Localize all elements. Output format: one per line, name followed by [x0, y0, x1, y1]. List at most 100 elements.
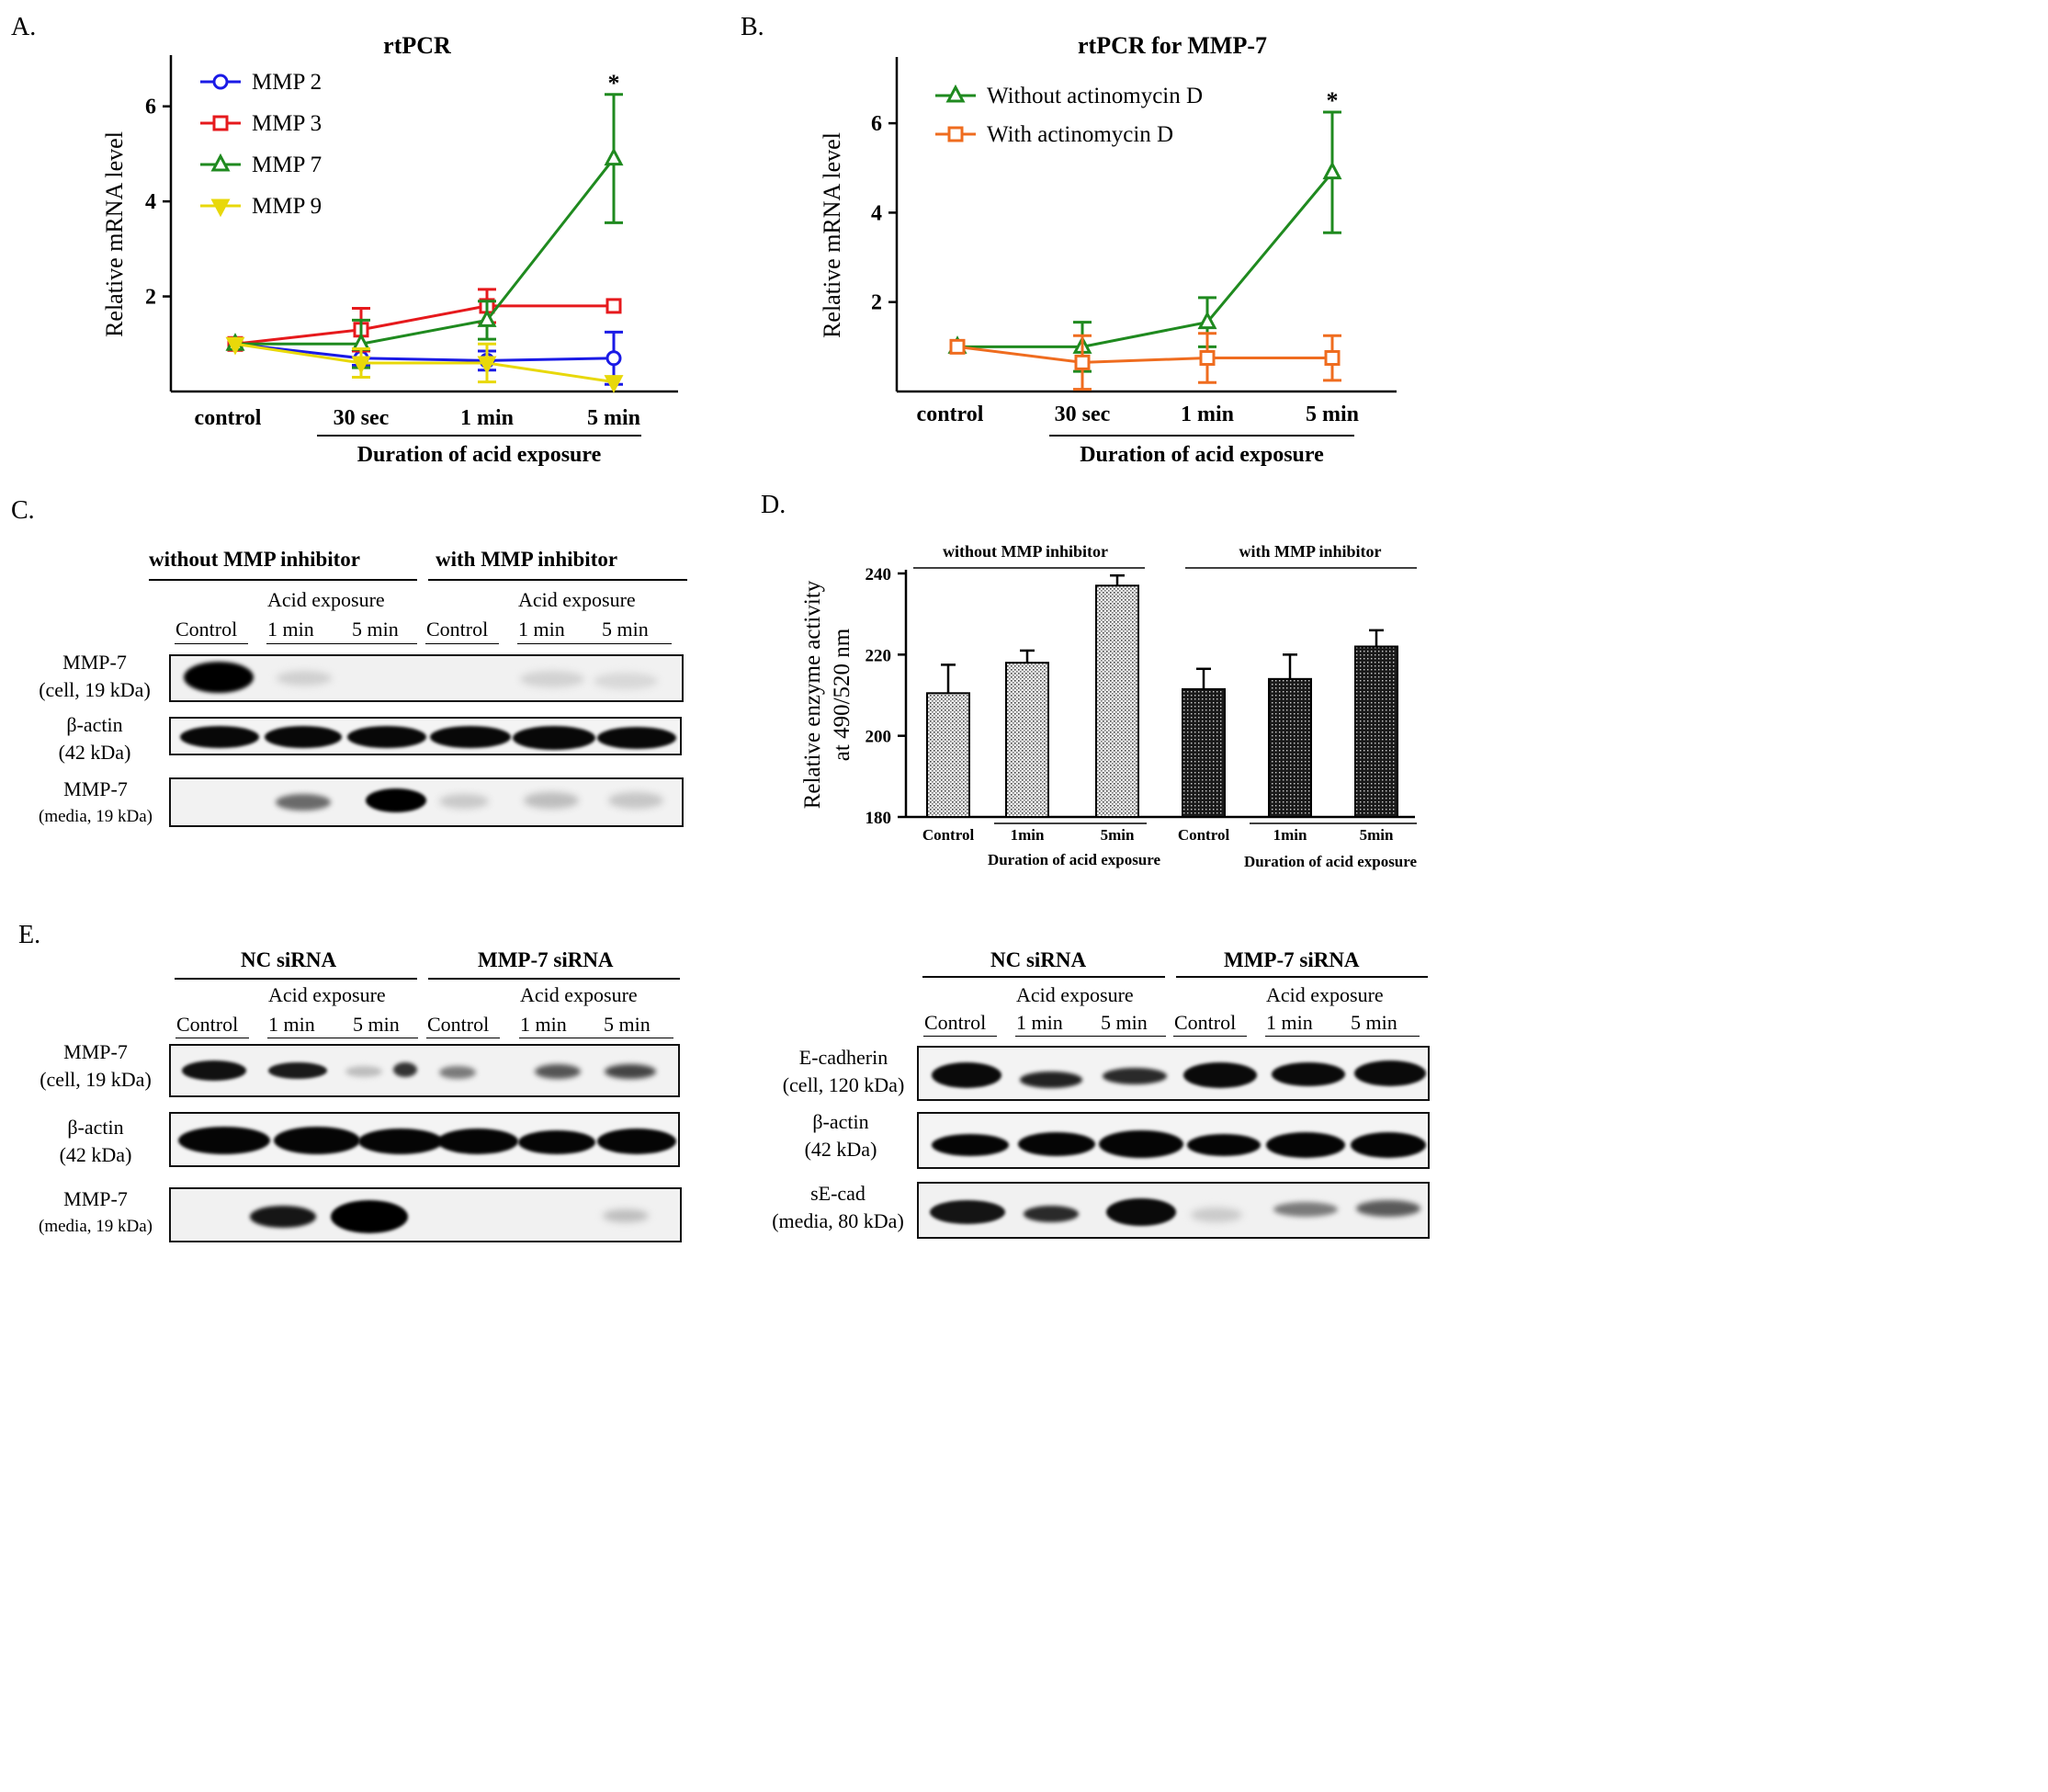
blot-e2-lane-6: 5 min: [1351, 1011, 1397, 1034]
blot-e1-acid2: Acid exposure: [520, 983, 638, 1006]
legend-marker-1: [947, 126, 964, 142]
y-tick-label-1: 4: [145, 190, 156, 214]
blot-c-row1-label: MMP-7 (cell, 19 kDa): [39, 651, 151, 701]
significance-asterisk: *: [1327, 87, 1339, 114]
x-tick-label-0: control: [917, 403, 984, 426]
y-tick-label-1: 4: [871, 201, 882, 225]
blot-e1-actin: [169, 1112, 680, 1167]
blot-c-mmp7-media: [169, 777, 684, 827]
blot-c-lane-6: 5 min: [602, 618, 649, 641]
series-line-1: [234, 304, 614, 346]
x-tick-label-0: control: [195, 406, 262, 430]
series-line-3: [234, 342, 615, 384]
blot-e1-group1: NC siRNA: [241, 948, 337, 971]
blot-c-lane-3: 5 min: [352, 618, 399, 641]
y-axis-label-line2: at 490/520 nm: [830, 628, 854, 761]
blot-e2-lane-3: 5 min: [1101, 1011, 1148, 1034]
blot-e2-row2-label: β-actin (42 kDa): [804, 1110, 877, 1161]
x-axis-label-1: Duration of acid exposure: [988, 851, 1161, 868]
series-1: [227, 288, 622, 353]
blot-e2-acid2: Acid exposure: [1266, 983, 1384, 1006]
blot-e2-secad-media: [917, 1182, 1430, 1239]
chart-a-rtpcr: rtPCR 2 4 6 Relative mRNA level control 30 sec…: [101, 32, 678, 467]
chart-d-enzyme-activity: 180 200 220 240 Relative enzyme activity at 4…: [800, 542, 1418, 870]
series-0: [947, 110, 1342, 373]
legend-label-1: MMP 3: [252, 111, 322, 136]
series-line-1: [956, 345, 1332, 364]
point-1-0: [949, 338, 966, 355]
point-2-3: [604, 147, 624, 166]
series-0: [227, 330, 623, 386]
blot-e1-row2-label: β-actin (42 kDa): [59, 1116, 132, 1166]
point-3-0: [225, 336, 245, 356]
bar-category-4: 1min: [1273, 826, 1307, 844]
blot-e1-lane-1: Control: [176, 1013, 239, 1036]
blot-e2-acid1: Acid exposure: [1016, 983, 1134, 1006]
y-tick-label-0: 180: [866, 809, 892, 828]
bar-1: [1005, 662, 1049, 818]
blot-e1-mmp7-media: [169, 1187, 682, 1242]
series-line-0: [234, 342, 615, 362]
blot-c-row3-label: MMP-7 (media, 19 kDa): [39, 777, 153, 826]
y-axis-label: Relative mRNA level: [101, 131, 128, 337]
x-tick-label-3: 5 min: [1306, 403, 1359, 426]
bar-category-3: Control: [1178, 826, 1230, 844]
y-tick-label-0: 2: [871, 291, 882, 315]
bar-category-1: 1min: [1011, 826, 1045, 844]
x-tick-label-2: 1 min: [460, 406, 514, 430]
blot-c-group1: without MMP inhibitor: [149, 548, 361, 571]
blot-c-mmp7-cell: [169, 654, 684, 702]
blot-e1-mmp7-cell: [169, 1044, 680, 1097]
x-tick-label-1: 30 sec: [334, 406, 390, 430]
blot-e2-row3-label: sE-cad (media, 80 kDa): [772, 1182, 904, 1232]
legend-label-3: MMP 9: [252, 194, 322, 219]
blot-e1-lane-5: 1 min: [520, 1013, 567, 1036]
blot-c-lane-5: 1 min: [518, 618, 565, 641]
point-1-1: [1074, 354, 1091, 370]
blot-e2-lane-5: 1 min: [1266, 1011, 1313, 1034]
legend-marker-0: [945, 84, 966, 103]
y-tick-label-2: 6: [145, 96, 156, 119]
bar-category-2: 5min: [1101, 826, 1135, 844]
legend-marker-1: [212, 115, 229, 131]
bar-0: [926, 692, 970, 818]
point-0-2: [1197, 311, 1217, 330]
chart-b-rtpcr-mmp7: rtPCR for MMP-7 2 4 6 Relative mRNA level con…: [819, 32, 1397, 467]
blot-e2-group2: MMP-7 siRNA: [1224, 948, 1360, 971]
chart-title: rtPCR for MMP-7: [1078, 32, 1267, 59]
blot-e2-lane-1: Control: [924, 1011, 987, 1034]
point-3-2: [477, 356, 497, 375]
legend-marker-0: [212, 74, 229, 90]
blot-c-acid1: Acid exposure: [267, 588, 385, 611]
x-axis-label-2: Duration of acid exposure: [1244, 853, 1418, 870]
blot-e2-ecad-cell: [917, 1046, 1430, 1101]
series-line-2: [235, 157, 616, 346]
point-1-3: [1324, 350, 1341, 367]
panel-letter-d: D.: [761, 491, 786, 519]
legend-label-0: MMP 2: [252, 70, 322, 95]
blot-e2-actin: [917, 1112, 1430, 1169]
point-1-2: [1199, 350, 1216, 367]
legend-marker-2: [210, 153, 231, 172]
point-3-1: [351, 356, 371, 375]
blot-e1-lane-4: Control: [427, 1013, 490, 1036]
point-0-3: [605, 350, 622, 367]
legend-label-2: MMP 7: [252, 153, 322, 177]
bar-5: [1354, 645, 1398, 818]
y-tick-label-0: 2: [145, 286, 156, 310]
x-axis-label: Duration of acid exposure: [1080, 443, 1324, 467]
group-label-1: without MMP inhibitor: [943, 542, 1108, 561]
point-0-3: [1322, 161, 1342, 180]
y-tick-label-1: 200: [866, 728, 892, 747]
x-tick-label-2: 1 min: [1181, 403, 1234, 426]
blot-e2-lane-2: 1 min: [1016, 1011, 1063, 1034]
group-label-2: with MMP inhibitor: [1239, 542, 1381, 561]
blot-c-acid2: Acid exposure: [518, 588, 636, 611]
bar-4: [1268, 677, 1312, 818]
bar-category-5: 5min: [1360, 826, 1394, 844]
blot-c-group2: with MMP inhibitor: [436, 548, 618, 571]
blot-c-row2-label: β-actin (42 kDa): [58, 713, 131, 764]
panel-letter-c: C.: [11, 496, 35, 525]
blot-e1-lane-6: 5 min: [604, 1013, 651, 1036]
blot-c-lane-4: Control: [426, 618, 489, 641]
